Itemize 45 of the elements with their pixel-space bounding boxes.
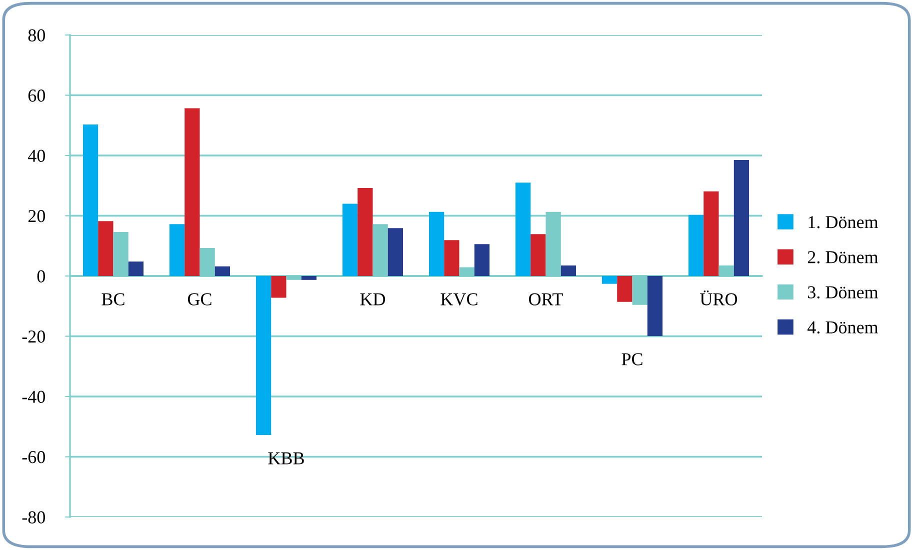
legend-label: 1. Dönem: [808, 216, 878, 228]
bar: [688, 214, 704, 276]
x-tick-label: ORT: [528, 293, 563, 306]
bar: [342, 204, 358, 276]
bar: [82, 124, 98, 276]
y-tick-label: 0: [37, 270, 46, 282]
y-tick-label: -40: [22, 390, 46, 403]
y-tick-label: -80: [22, 511, 46, 524]
bar: [647, 276, 663, 336]
bar: [358, 188, 373, 276]
x-tick-label: KBB: [268, 452, 304, 464]
x-tick-label: KVC: [440, 293, 478, 306]
bar: [560, 265, 576, 276]
bar: [734, 160, 750, 276]
bar: [444, 240, 460, 276]
bar: [214, 266, 230, 276]
y-tick-label: 60: [28, 90, 46, 102]
y-tick-label: 40: [28, 150, 46, 162]
x-tick-label: GC: [188, 293, 212, 306]
x-tick-label: BC: [102, 293, 124, 306]
y-tick-label: 80: [28, 29, 46, 42]
bar: [530, 234, 546, 276]
legend-label: 3. Dönem: [808, 286, 878, 298]
bar: [388, 228, 404, 276]
x-tick-label: ÜRO: [700, 290, 738, 306]
bar: [256, 276, 272, 436]
y-tick-label: -60: [22, 451, 46, 464]
bar: [271, 276, 286, 298]
bar: [617, 276, 632, 302]
y-tick-label: -20: [22, 330, 46, 343]
bar: [428, 212, 444, 276]
y-tick-label: 20: [28, 210, 46, 222]
legend-label: 4. Dönem: [807, 321, 878, 334]
bar: [301, 276, 317, 280]
bar: [98, 221, 114, 276]
x-tick-label: KD: [360, 293, 386, 306]
bar: [602, 276, 618, 284]
legend-label: 2. Dönem: [808, 251, 878, 264]
bar: [184, 108, 200, 276]
bar: [515, 182, 531, 276]
bar: [704, 191, 719, 276]
bar: [169, 224, 185, 276]
bar: [128, 262, 144, 276]
x-tick-label: PC: [622, 353, 642, 366]
bar: [474, 244, 490, 276]
